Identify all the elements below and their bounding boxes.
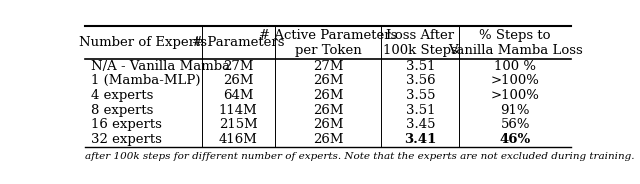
Text: 4 experts: 4 experts: [91, 89, 154, 102]
Text: 32 experts: 32 experts: [91, 133, 162, 146]
Text: 16 experts: 16 experts: [91, 118, 162, 131]
Text: Loss After
100k Steps: Loss After 100k Steps: [383, 29, 458, 57]
Text: >100%: >100%: [491, 74, 540, 87]
Text: # Active Parameters
per Token: # Active Parameters per Token: [259, 29, 397, 57]
Text: 27M: 27M: [223, 60, 253, 73]
Text: 3.41: 3.41: [404, 133, 436, 146]
Text: 91%: 91%: [500, 104, 530, 117]
Text: 26M: 26M: [313, 89, 343, 102]
Text: 27M: 27M: [313, 60, 343, 73]
Text: 56%: 56%: [500, 118, 530, 131]
Text: 3.56: 3.56: [406, 74, 435, 87]
Text: >100%: >100%: [491, 89, 540, 102]
Text: 26M: 26M: [313, 104, 343, 117]
Text: # Parameters: # Parameters: [192, 36, 284, 49]
Text: 8 experts: 8 experts: [91, 104, 154, 117]
Text: 26M: 26M: [313, 74, 343, 87]
Text: % Steps to
Vanilla Mamba Loss: % Steps to Vanilla Mamba Loss: [448, 29, 582, 57]
Text: 1 (Mamba-MLP): 1 (Mamba-MLP): [91, 74, 200, 87]
Text: 3.45: 3.45: [406, 118, 435, 131]
Text: N/A - Vanilla Mamba: N/A - Vanilla Mamba: [91, 60, 230, 73]
Text: 416M: 416M: [219, 133, 257, 146]
Text: 26M: 26M: [313, 118, 343, 131]
Text: 3.51: 3.51: [406, 60, 435, 73]
Text: 26M: 26M: [313, 133, 343, 146]
Text: 26M: 26M: [223, 74, 253, 87]
Text: after 100k steps for different number of experts. Note that the experts are not : after 100k steps for different number of…: [85, 152, 634, 161]
Text: Number of Experts: Number of Experts: [79, 36, 207, 49]
Text: 64M: 64M: [223, 89, 253, 102]
Text: 3.51: 3.51: [406, 104, 435, 117]
Text: 100 %: 100 %: [494, 60, 536, 73]
Text: 46%: 46%: [499, 133, 531, 146]
Text: 3.55: 3.55: [406, 89, 435, 102]
Text: 215M: 215M: [219, 118, 257, 131]
Text: 114M: 114M: [219, 104, 257, 117]
